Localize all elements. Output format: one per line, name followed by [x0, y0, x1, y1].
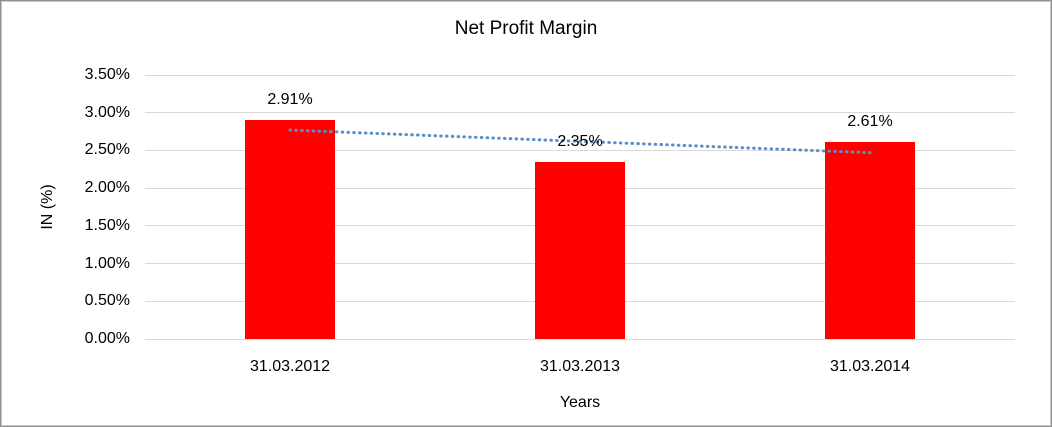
y-tick-label: 3.50% [84, 66, 130, 83]
x-category-label: 31.03.2014 [829, 358, 911, 375]
bar [825, 142, 915, 339]
gridline [145, 338, 1015, 340]
bar [535, 161, 625, 339]
y-tick-label: 1.00% [84, 254, 130, 272]
y-tick-label: 2.50% [84, 141, 130, 159]
y-tick-label: 0.50% [84, 292, 130, 310]
x-category-label: 31.03.2013 [539, 358, 621, 375]
y-tick-label: 2.00% [84, 179, 130, 197]
bar-value-label: 2.35% [557, 132, 603, 150]
y-tick-label: 1.50% [84, 216, 130, 234]
y-axis-title: IN (%) [39, 184, 56, 230]
chart-title: Net Profit Margin [454, 18, 598, 39]
gridline [145, 74, 1015, 76]
y-tick-label: 3.00% [84, 103, 130, 121]
gridline [145, 112, 1015, 114]
y-tick-label: 0.00% [84, 330, 130, 347]
bar-value-label: 2.61% [847, 113, 893, 131]
x-category-label: 31.03.2012 [249, 358, 331, 375]
bar [245, 119, 335, 339]
bar-value-label: 2.91% [267, 90, 313, 108]
x-axis-title: Years [559, 394, 601, 411]
